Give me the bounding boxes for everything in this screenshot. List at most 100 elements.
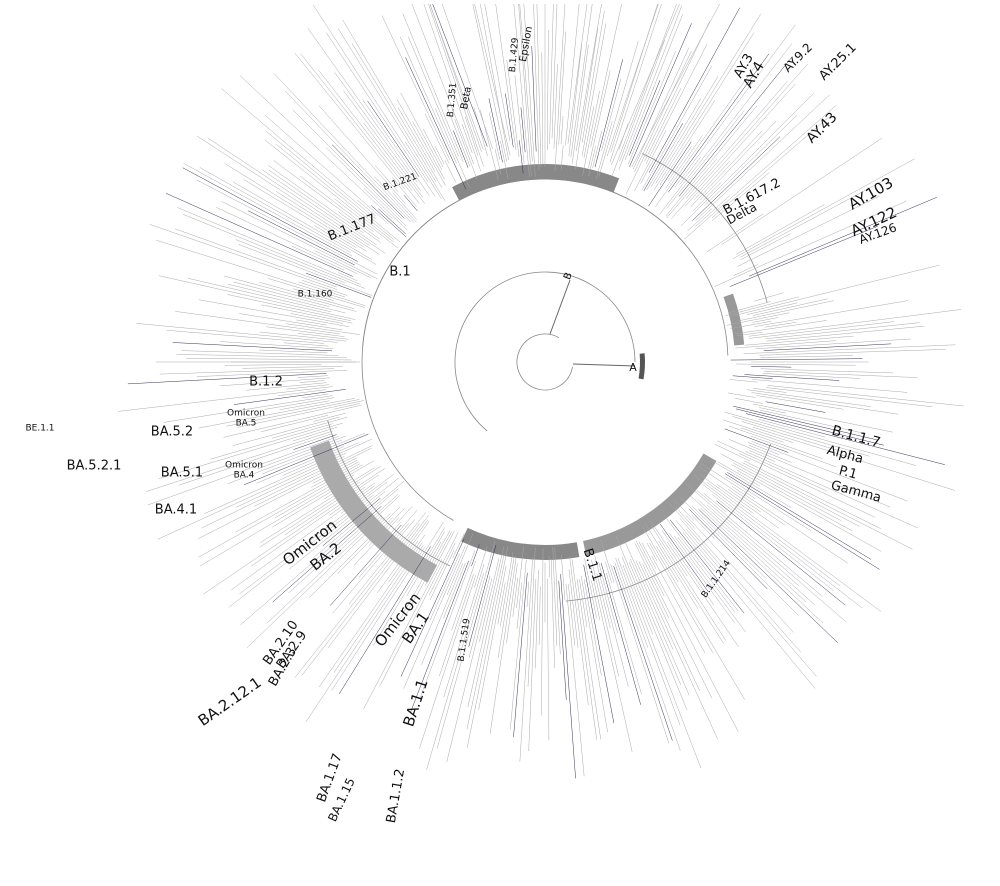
clade-label: A <box>629 361 637 374</box>
clade-label: BA.5 <box>236 419 257 429</box>
tip-branch <box>747 389 872 407</box>
clade-label: P.1 <box>837 463 858 482</box>
tip-branch <box>752 298 828 316</box>
tip-branch <box>172 342 332 352</box>
tip-branch <box>265 130 401 243</box>
tip-branch <box>553 63 558 149</box>
tip-branch <box>399 530 451 620</box>
tip-branch <box>239 481 388 595</box>
tip-branch <box>732 375 773 379</box>
tip-branch <box>338 546 431 695</box>
tip-branch <box>299 175 374 233</box>
tip-branch <box>549 3 554 145</box>
tip-branch <box>272 416 348 439</box>
tip-branch <box>520 107 526 153</box>
tip-branch <box>412 121 445 180</box>
tip-branch <box>272 477 354 528</box>
tip-branch <box>582 90 600 177</box>
tip-branch <box>198 464 363 558</box>
tip-branch <box>519 3 533 162</box>
tip-branch <box>224 163 367 252</box>
tip-branch <box>526 581 530 608</box>
tip-branch <box>746 302 798 315</box>
tip-branch <box>568 44 582 156</box>
tip-branch <box>293 434 337 450</box>
tip-branch <box>228 495 374 608</box>
tip-branch <box>198 299 350 328</box>
tip-branch <box>296 319 327 326</box>
tip-branch <box>468 545 497 647</box>
tip-branch <box>294 52 406 190</box>
tip-branch <box>567 3 588 144</box>
tip-branch <box>332 523 409 614</box>
tip-branch <box>523 3 536 177</box>
tip-branch <box>714 200 907 287</box>
clade-label: AY.25.1 <box>816 40 859 83</box>
tip-branch <box>711 172 770 222</box>
tip-branch <box>288 494 399 594</box>
tip-branch <box>679 57 792 197</box>
tip-branch <box>686 529 725 574</box>
tip-branch <box>471 544 480 567</box>
clade-label: B.1.160 <box>298 290 333 300</box>
tip-branch <box>466 553 505 730</box>
tip-branch <box>541 548 544 716</box>
tip-branch <box>301 523 421 676</box>
tip-branch <box>402 13 464 163</box>
tip-branch <box>571 44 589 164</box>
tip-branch <box>318 69 413 191</box>
tip-branch <box>207 137 370 246</box>
tip-branch <box>718 461 760 487</box>
tip-branch <box>274 460 374 519</box>
tip-branch <box>560 145 564 170</box>
tip-branch <box>728 489 762 513</box>
clade-label: B.1 <box>389 265 410 280</box>
tip-branch <box>763 343 892 351</box>
tip-branch <box>495 3 517 150</box>
tip-branch <box>203 474 379 595</box>
tip-branch <box>400 92 443 171</box>
tip-branch <box>519 140 524 174</box>
tip-branch <box>646 542 658 561</box>
tip-branch <box>334 72 421 191</box>
tip-branch <box>259 481 361 548</box>
tip-branch <box>278 389 327 396</box>
tip-branch <box>729 225 878 287</box>
tip-branch <box>749 450 776 462</box>
tip-branch <box>273 73 415 223</box>
tip-branch <box>452 533 465 559</box>
tip-branch <box>546 30 549 150</box>
tip-branch <box>227 283 346 314</box>
tip-branch <box>736 331 763 337</box>
tip-branch <box>558 31 567 145</box>
tip-branch <box>363 122 425 204</box>
tip-branch <box>226 399 360 427</box>
tip-branch <box>583 579 602 676</box>
tip-branch <box>614 562 681 751</box>
clade-band <box>452 164 620 201</box>
tip-branch <box>305 545 424 723</box>
tip-branch <box>235 463 361 533</box>
tip-branch <box>733 264 759 276</box>
tip-branch <box>645 44 708 164</box>
tip-branch <box>334 198 399 249</box>
tip-branch <box>730 321 772 329</box>
tip-branch <box>198 397 356 429</box>
tip-branch <box>680 497 800 617</box>
tip-branch <box>436 540 496 749</box>
tip-branch <box>766 325 925 342</box>
tip-branch <box>748 444 792 463</box>
tip-branch <box>342 20 443 188</box>
tip-branch <box>690 495 806 603</box>
tip-branch <box>423 541 442 574</box>
tip-branch <box>656 545 679 583</box>
tip-branch <box>684 104 837 240</box>
tip-branch <box>468 575 491 659</box>
tip-branch <box>629 23 692 167</box>
tip-branch <box>671 63 808 219</box>
tip-branch <box>699 466 786 526</box>
branch-arc <box>565 443 771 602</box>
clade-band <box>638 353 645 380</box>
tip-branch <box>489 556 517 734</box>
tip-branch <box>744 374 840 381</box>
